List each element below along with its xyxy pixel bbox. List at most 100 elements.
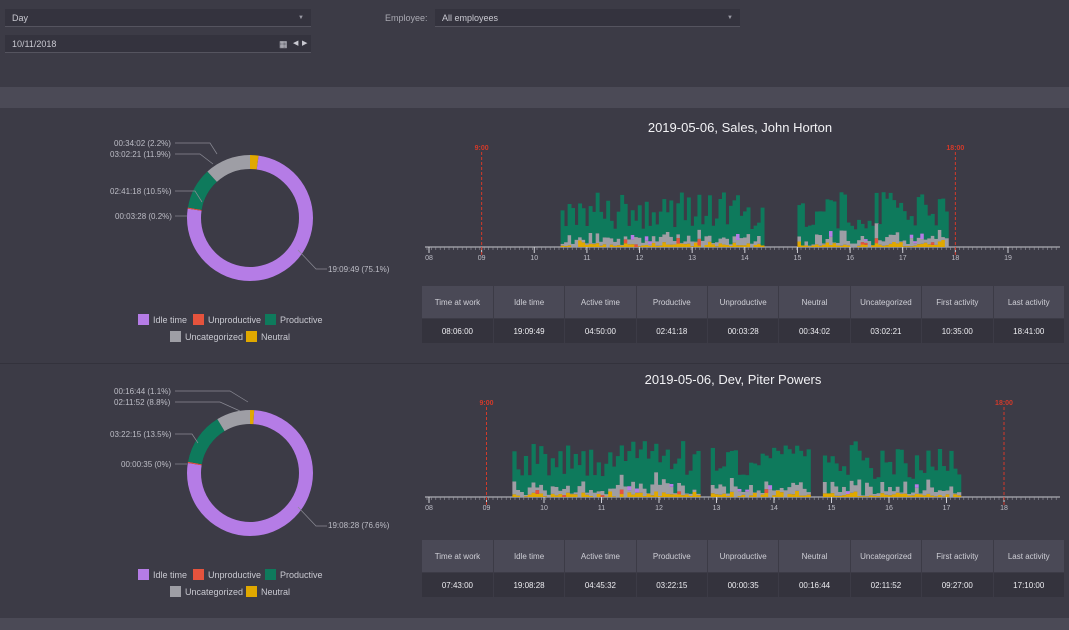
next-day-icon[interactable]: ▶ (302, 40, 308, 47)
activity-bar-uncategorized (581, 239, 586, 243)
activity-bar-uncategorized (704, 236, 709, 245)
prev-day-icon[interactable]: ◀ (293, 40, 299, 47)
activity-bar-productive (944, 211, 949, 239)
activity-bar-productive (567, 204, 572, 236)
activity-bar-uncategorized (688, 493, 693, 496)
activity-bar-productive (736, 195, 740, 234)
activity-bar-uncategorized (822, 243, 826, 245)
activity-bar-productive (838, 470, 843, 492)
activity-bar-uncategorized (679, 242, 684, 244)
legend-item-neutral[interactable]: Neutral (246, 331, 290, 342)
activity-bar-neutral (707, 241, 712, 247)
axis-hour-label: 12 (636, 255, 644, 262)
activity-bar-uncategorized (830, 481, 835, 494)
activity-bar-neutral (560, 245, 565, 247)
activity-bar-productive (650, 451, 655, 485)
stats-header-cell: Unproductive (707, 540, 780, 573)
activity-bar-uncategorized (569, 493, 575, 495)
activity-bar-uncategorized (923, 239, 928, 243)
activity-bar-uncategorized (783, 490, 788, 497)
activity-bar-neutral (860, 244, 865, 247)
legend-item-idle[interactable]: Idle time (138, 569, 187, 580)
activity-bar-unproductive (562, 495, 567, 497)
activity-bar-neutral (743, 245, 747, 247)
stats-value-row: 08:06:00 19:09:49 04:50:00 02:41:18 00:03:28… (422, 318, 1065, 343)
activity-bar-productive (930, 466, 935, 488)
activity-bar-neutral (714, 246, 719, 247)
stats-header-cell: Idle time (493, 540, 566, 573)
legend-item-unproductive[interactable]: Unproductive (193, 569, 261, 580)
activity-bar-uncategorized (791, 482, 796, 495)
activity-bar-productive (581, 451, 586, 482)
activity-bar-uncategorized (860, 235, 865, 243)
activity-bar-productive (635, 458, 640, 489)
stats-header-cell: Last activity (993, 286, 1065, 319)
stats-header-cell: Time at work (422, 540, 494, 573)
activity-bar-productive (615, 456, 621, 485)
activity-bar-neutral (920, 243, 925, 247)
employee-select[interactable]: All employees ▼ (435, 9, 740, 27)
donut-slice-idle[interactable] (187, 410, 313, 536)
activity-bar-neutral (843, 244, 847, 247)
donut-slice-idle[interactable] (187, 155, 313, 281)
legend-item-unproductive[interactable]: Unproductive (193, 314, 261, 325)
activity-bar-neutral (729, 246, 733, 247)
activity-bar-neutral (895, 243, 900, 247)
legend-label: Neutral (261, 586, 291, 597)
legend-item-productive[interactable]: Productive (265, 569, 323, 580)
activity-bar-idle (669, 483, 674, 487)
legend-item-uncategorized[interactable]: Uncategorized (170, 331, 243, 342)
activity-bar-productive (806, 449, 811, 493)
activity-bar-uncategorized (550, 486, 555, 494)
legend-item-idle[interactable]: Idle time (138, 314, 187, 325)
activity-bar-productive (768, 458, 773, 486)
calendar-icon[interactable]: ▦ (279, 39, 288, 49)
activity-bar-productive (934, 225, 939, 239)
legend-item-neutral[interactable]: Neutral (246, 586, 290, 597)
legend-item-productive[interactable]: Productive (265, 314, 323, 325)
activity-bar-neutral (930, 244, 935, 247)
activity-bar-productive (899, 202, 904, 242)
activity-bar-productive (523, 456, 529, 495)
activity-bar-productive (581, 208, 586, 240)
activity-bar-productive (756, 465, 761, 491)
activity-bar-productive (795, 445, 800, 485)
activity-bar-productive (811, 224, 816, 245)
activity-bar-neutral (914, 493, 920, 497)
period-select[interactable]: Day ▼ (5, 9, 311, 27)
activity-bar-uncategorized (849, 480, 854, 493)
activity-bar-neutral (804, 245, 809, 247)
activity-bar-uncategorized (567, 235, 572, 246)
activity-bar-neutral (711, 244, 716, 247)
activity-bar-neutral (934, 496, 939, 497)
legend-item-uncategorized[interactable]: Uncategorized (170, 586, 243, 597)
donut-slice-uncategorized[interactable] (187, 155, 313, 281)
activity-bar-neutral (746, 243, 751, 247)
activity-bar-productive (688, 470, 693, 494)
activity-bar-productive (535, 463, 540, 488)
donut-label-idle: 19:09:49 (75.1%) (328, 265, 390, 274)
activity-bar-productive (722, 466, 727, 487)
activity-bar-neutral (899, 493, 904, 497)
activity-bar-uncategorized (945, 490, 950, 495)
activity-bar-neutral (644, 245, 649, 247)
activity-bar-productive (739, 215, 744, 239)
activity-bar-uncategorized (864, 240, 869, 243)
donut-chart (187, 155, 313, 281)
activity-bar-neutral (616, 245, 621, 247)
activity-bar-neutral (602, 244, 607, 247)
date-field[interactable]: 10/11/2018 ▦ ◀ ▶ (5, 35, 311, 53)
shift-marker-label: 9:00 (475, 145, 489, 152)
activity-bar-productive (800, 203, 805, 246)
activity-bar-productive (941, 466, 946, 491)
donut-slice-uncategorized[interactable] (187, 410, 313, 536)
activity-bar-productive (764, 455, 769, 482)
activity-bar-productive (741, 474, 746, 492)
activity-bar-neutral (726, 495, 731, 497)
activity-bar-uncategorized (560, 243, 565, 246)
activity-bar-neutral (595, 243, 600, 247)
activity-bar-neutral (834, 495, 839, 497)
activity-bar-productive (589, 449, 594, 490)
activity-bar-uncategorized (619, 474, 624, 490)
activity-bar-uncategorized (885, 237, 890, 246)
